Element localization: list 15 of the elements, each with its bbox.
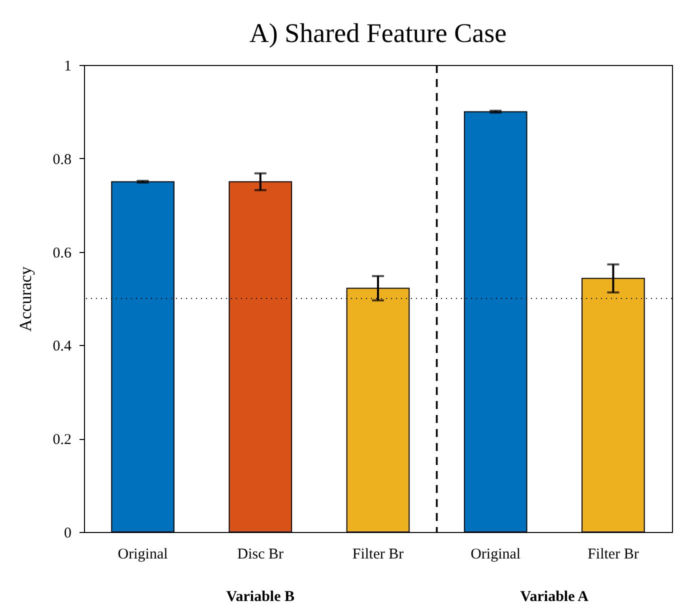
y-tick-label: 0.2 — [52, 432, 72, 448]
text: Variable B — [226, 589, 294, 605]
y-tick-label: 0 — [64, 526, 72, 542]
y-axis-title: Accuracy — [16, 266, 35, 332]
x-tick-label: Original — [470, 546, 521, 562]
x-tick-label: Filter Br — [352, 546, 404, 562]
x-tick-label: Original — [118, 546, 168, 562]
y-tick-label: 0.8 — [52, 152, 72, 168]
text: Variable A — [520, 589, 589, 605]
chart-title: A) Shared Feature Case — [249, 18, 507, 48]
y-tick-label: 1 — [64, 58, 72, 74]
y-tick-label: 0.6 — [52, 245, 72, 262]
x-tick-label: Disc Br — [237, 546, 284, 562]
x-tick-label: Filter Br — [588, 546, 639, 562]
y-tick-label: 0.4 — [52, 338, 72, 355]
